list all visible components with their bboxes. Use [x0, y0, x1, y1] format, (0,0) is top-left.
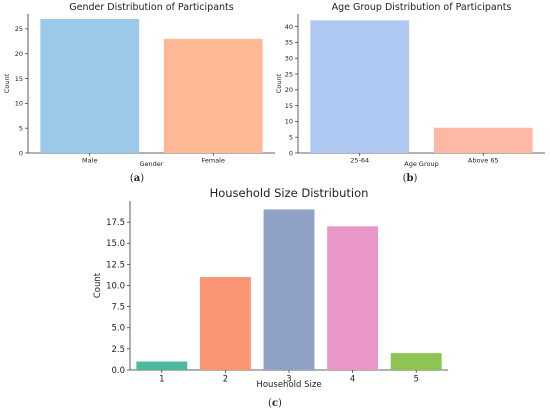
y-tick-label: 10 [285, 118, 293, 126]
y-tick-label: 10.0 [106, 281, 125, 291]
panel-letter: b [407, 173, 414, 184]
x-axis-label: Age Group [404, 160, 438, 168]
y-tick-label: 20 [285, 86, 293, 94]
bar-1 [136, 361, 188, 370]
x-tick-label: 1 [159, 375, 164, 385]
y-tick-label: 35 [285, 39, 293, 47]
y-tick-label: 12.5 [106, 260, 125, 270]
y-axis-label: Count [3, 73, 11, 93]
x-tick-label: Female [201, 157, 225, 165]
y-tick-label: 30 [285, 55, 293, 63]
y-tick-label: 5 [19, 124, 23, 132]
chart-title: Gender Distribution of Participants [69, 2, 234, 13]
y-tick-label: 15.0 [106, 239, 125, 249]
x-tick-label: Above 65 [468, 157, 499, 165]
y-tick-label: 7.5 [111, 303, 125, 313]
y-axis-label: Count [275, 73, 283, 93]
bar-2 [199, 277, 251, 370]
y-tick-label: 40 [285, 23, 293, 31]
chart-b: 0 5 10 15 20 25 30 35 40 25-64 Above 65 Age Group D… [275, 2, 545, 184]
y-axis-label: Count [93, 272, 103, 298]
bar-5 [390, 353, 442, 370]
y-tick-label: 15 [285, 102, 293, 110]
y-tick-label: 20 [15, 50, 23, 58]
chart-a: 0 5 10 15 20 25 Male Female Gender Distribution … [3, 2, 275, 184]
x-tick-label: 4 [350, 375, 355, 385]
chart-c: 0.0 2.5 5.0 7.5 10.0 12.5 15.0 17.5 1 2 3 4 5 Househo… [93, 186, 448, 409]
bar-3 [263, 209, 315, 370]
panel-letter: a [134, 173, 141, 184]
y-tick-label: 17.5 [106, 218, 125, 228]
panel-caption: (a) [130, 173, 144, 184]
bar-Female [163, 38, 263, 154]
panel-caption: (c) [268, 398, 282, 409]
x-axis-label: Household Size [256, 380, 321, 390]
chart-title: Age Group Distribution of Participants [332, 2, 512, 13]
chart-title: Household Size Distribution [210, 186, 369, 200]
y-tick-label: 2.5 [111, 345, 125, 355]
y-tick-label: 25 [285, 70, 293, 78]
bar-Above 65 [433, 127, 533, 153]
x-tick-label: Male [82, 157, 97, 165]
bar-25-64 [310, 20, 410, 154]
y-tick-label: 25 [15, 25, 23, 33]
y-tick-label: 0.0 [111, 366, 125, 376]
y-tick-label: 10 [15, 100, 23, 108]
y-tick-label: 15 [15, 75, 23, 83]
panel-letter: c [272, 398, 278, 409]
y-tick-label: 0 [289, 149, 293, 157]
bar-Male [40, 18, 140, 154]
x-tick-label: 2 [223, 375, 228, 385]
panel-caption: (b) [403, 173, 418, 184]
x-tick-label: 3 [286, 375, 291, 385]
y-tick-label: 5.0 [111, 324, 125, 334]
y-tick-label: 5 [289, 133, 293, 141]
y-tick-label: 0 [19, 149, 23, 157]
x-axis-label: Gender [140, 160, 164, 168]
bar-4 [327, 226, 379, 370]
x-tick-label: 25-64 [350, 157, 369, 165]
x-tick-label: 5 [413, 375, 418, 385]
